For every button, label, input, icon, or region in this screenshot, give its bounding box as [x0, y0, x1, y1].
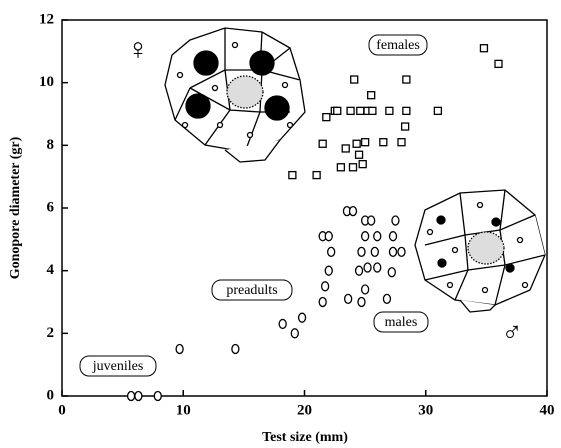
data-point	[350, 75, 359, 84]
x-tick-label: 0	[58, 402, 66, 418]
female-symbol: ♀	[127, 33, 150, 66]
x-tick-label: 20	[297, 402, 312, 418]
data-point	[433, 106, 443, 116]
data-point	[368, 106, 377, 116]
data-point	[354, 150, 364, 159]
y-tick-label: 2	[47, 325, 55, 341]
x-tick-label: 30	[418, 402, 433, 418]
data-point	[356, 106, 365, 116]
data-point	[341, 144, 350, 153]
data-point	[360, 231, 370, 242]
data-point	[358, 159, 367, 169]
annotation: females	[376, 38, 420, 53]
data-point	[402, 106, 411, 116]
y-tick-label: 0	[47, 387, 55, 403]
data-point	[333, 106, 342, 116]
data-point	[348, 163, 358, 172]
data-point	[297, 312, 307, 323]
data-point	[324, 231, 333, 242]
data-point	[397, 246, 406, 258]
y-tick-label: 4	[47, 262, 55, 278]
data-point	[379, 138, 388, 147]
data-point	[391, 215, 400, 226]
data-point	[348, 205, 358, 217]
data-point	[126, 390, 136, 402]
data-point	[388, 231, 398, 242]
data-point	[367, 215, 376, 226]
data-point	[370, 246, 379, 258]
x-tick-label: 40	[540, 402, 555, 418]
data-point	[402, 75, 411, 84]
male-illustration	[414, 189, 546, 313]
data-point	[134, 390, 143, 402]
data-point	[354, 265, 364, 276]
data-point	[387, 267, 396, 278]
data-point	[367, 91, 376, 100]
data-point	[322, 112, 331, 122]
data-point	[388, 246, 398, 258]
label-box	[368, 34, 428, 56]
label-box	[211, 279, 293, 301]
x-axis-label: Test size (mm)	[262, 430, 348, 445]
data-point	[278, 318, 287, 330]
data-point	[318, 139, 327, 148]
data-point	[373, 231, 382, 242]
x-tick-label: 10	[176, 402, 191, 418]
data-point	[360, 284, 370, 295]
data-point	[397, 138, 406, 147]
y-axis-label: Gonopore diameter (gr)	[8, 136, 23, 279]
data-point	[357, 296, 366, 308]
data-point	[352, 139, 361, 148]
data-point	[360, 138, 370, 147]
data-point	[290, 328, 299, 339]
annotation: males	[385, 315, 418, 330]
data-point	[288, 170, 297, 180]
label-box	[373, 311, 429, 333]
data-point	[382, 293, 392, 305]
y-tick-label: 6	[47, 199, 55, 215]
data-point	[231, 343, 240, 355]
data-point	[336, 163, 346, 172]
data-point	[494, 59, 503, 69]
annotation: preadults	[226, 283, 277, 298]
annotation: juveniles	[92, 359, 144, 374]
data-point	[153, 390, 162, 402]
data-point	[357, 246, 366, 258]
data-point	[312, 170, 321, 180]
label-box	[79, 355, 157, 377]
data-point	[320, 281, 330, 292]
female-illustration	[164, 27, 306, 163]
y-tick-label: 8	[47, 137, 55, 153]
y-tick-label: 10	[39, 74, 54, 90]
data-point	[400, 122, 410, 131]
data-point	[373, 262, 382, 273]
data-point	[385, 106, 394, 116]
male-symbol: ♂	[502, 317, 523, 348]
data-point	[318, 296, 327, 308]
data-point	[324, 265, 333, 276]
data-point	[479, 44, 489, 53]
data-point	[175, 343, 184, 355]
data-point	[343, 293, 353, 305]
data-point	[363, 262, 372, 273]
data-point	[346, 106, 355, 116]
y-tick-label: 12	[39, 11, 54, 27]
data-point	[327, 246, 336, 258]
